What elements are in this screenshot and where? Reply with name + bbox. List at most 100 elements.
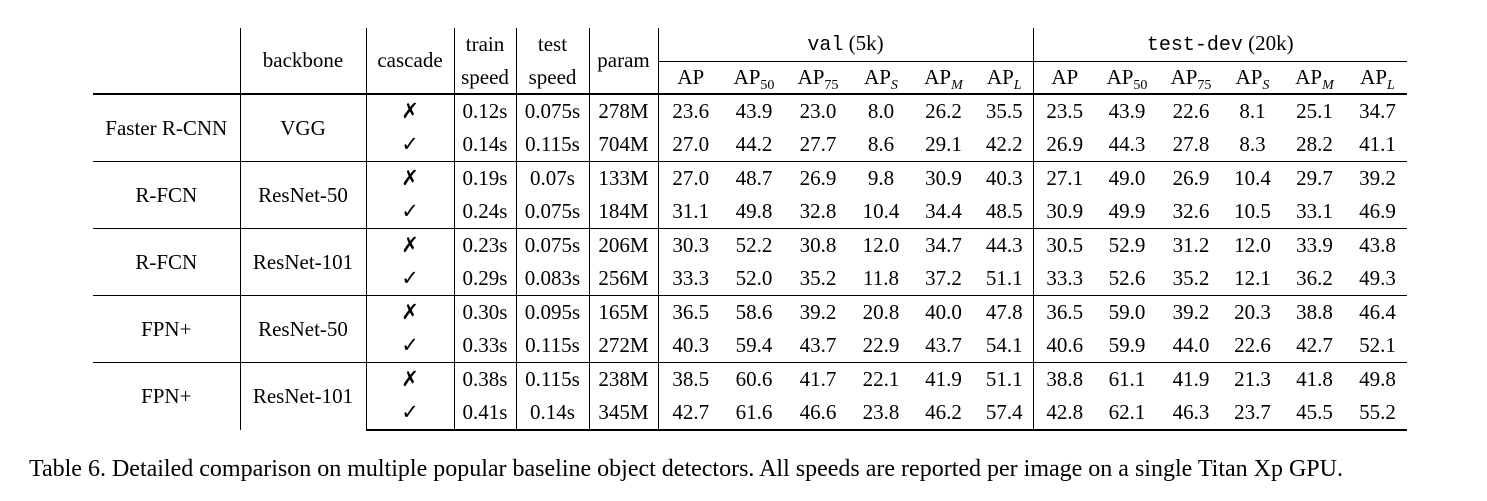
val-metric: 47.8 [976,295,1033,329]
train-speed: 0.41s [453,396,516,431]
testdev-header-ap-50: AP50 [1096,62,1158,95]
val-metric: 27.7 [799,132,837,156]
testdev-metric: 23.7 [1224,396,1281,431]
val-metric: 43.9 [723,93,785,128]
testdev-header-ap-75: AP75 [1158,62,1224,95]
val-metric: 31.1 [657,195,723,229]
ap-subscript: 75 [824,78,839,93]
val-metric: 29.1 [925,132,962,156]
testdev-metric: 28.2 [1296,132,1333,156]
val-metric: 22.1 [851,362,911,396]
testdev-metric: 61.1 [1096,362,1158,396]
val-header-ap-75: AP75 [785,62,851,95]
testdev-metric: 45.5 [1281,396,1348,431]
testdev-metric: 41.8 [1281,362,1348,396]
ap-text: AP [1235,65,1263,89]
test-speed: 0.115s [515,128,589,162]
testdev-metric: 23.5 [1032,93,1096,128]
testdev-metric: 31.2 [1158,228,1224,262]
testdev-metric: 49.9 [1108,199,1146,223]
ap-subscript: L [1387,78,1395,93]
val-metric: 37.2 [925,266,962,290]
param-count: 206M [588,228,658,262]
table-row: FPN+ ResNet-50 ✗ 0.30s 0.095s 165M 36.5 58.6 39.… [93,295,1407,363]
val-metric: 52.0 [735,266,773,290]
val-label: val [807,34,844,57]
testdev-metric: 30.9 [1032,195,1096,229]
val-metric: 40.0 [911,295,976,329]
ap-subscript: M [1322,78,1334,93]
header-testdev: test-dev (20k) [1032,28,1407,62]
testdev-metric: 44.0 [1172,333,1210,357]
testdev-metric: 21.3 [1224,362,1281,396]
testdev-header-ap: AP [1032,61,1096,94]
testdev-header-ap-l: APL [1348,62,1407,95]
val-metric: 48.7 [723,161,785,195]
val-metric: 42.2 [985,132,1023,156]
testdev-metric: 33.3 [1032,262,1096,296]
val-metric: 27.0 [657,161,723,195]
testdev-metric: 49.0 [1096,161,1158,195]
backbone-name: ResNet-101 [239,228,366,296]
ap-subscript: S [890,78,898,93]
backbone-name: ResNet-101 [239,362,366,430]
val-metric: 60.6 [723,362,785,396]
testdev-metric: 10.4 [1224,161,1281,195]
testdev-metric: 49.3 [1359,266,1396,290]
val-metric: 26.9 [785,161,851,195]
header-val: val (5k) [657,28,1033,62]
header-row-1: backbone cascade train test param val (5… [93,28,1407,94]
val-metric: 54.1 [985,333,1023,357]
detector-name: FPN+ [93,295,240,363]
train-speed: 0.30s [453,295,516,329]
testdev-metric: 22.6 [1158,93,1224,128]
testdev-metric: 59.9 [1108,333,1146,357]
testdev-metric: 46.3 [1158,396,1224,431]
val-header-ap-s: APS [851,62,911,95]
testdev-metric: 38.8 [1281,295,1348,329]
val-metric: 30.9 [911,161,976,195]
val-header-ap: AP [657,61,723,94]
val-metric: 34.4 [925,199,962,223]
testdev-metric: 39.2 [1158,295,1224,329]
train-speed: 0.14s [453,128,516,162]
testdev-metric: 33.1 [1296,199,1333,223]
header-backbone: backbone [239,28,366,94]
val-metric: 34.7 [911,228,976,262]
testdev-metric: 34.7 [1348,93,1407,128]
train-speed: 0.12s [453,93,516,128]
val-metric: 8.6 [867,132,895,156]
testdev-metric: 42.7 [1296,333,1333,357]
testdev-metric: 12.0 [1224,228,1281,262]
testdev-metric: 27.1 [1032,161,1096,195]
val-metric: 40.3 [976,161,1033,195]
testdev-metric: 25.1 [1281,93,1348,128]
val-metric: 26.2 [911,93,976,128]
testdev-metric: 42.8 [1032,396,1096,431]
testdev-metric: 35.2 [1172,266,1210,290]
table-row: ✓ 0.29s 0.083s 256M 33.3 52.0 35.2 11.8 37.2 51.1… [93,262,1407,296]
testdev-metric: 26.9 [1158,161,1224,195]
testdev-metric: 27.8 [1172,132,1210,156]
table-row: R-FCN ResNet-101 ✗ 0.23s 0.075s 206M 30.3 52.2 3… [93,228,1407,296]
ap-text: AP [677,65,705,89]
param-count: 238M [588,362,658,396]
val-metric: 20.8 [851,295,911,329]
detector-name: FPN+ [93,362,240,430]
testdev-metric: 32.6 [1172,199,1210,223]
testdev-label: test-dev [1146,34,1243,57]
testdev-metric: 43.8 [1348,228,1407,262]
testdev-metric: 29.7 [1281,161,1348,195]
cascade-check-icon: ✓ [365,262,454,296]
testdev-metric: 52.1 [1359,333,1396,357]
param-count: 184M [588,195,658,229]
backbone-name: ResNet-50 [239,161,366,229]
cascade-cross-icon: ✗ [365,93,454,128]
testdev-metric: 59.0 [1096,295,1158,329]
train-speed: 0.23s [453,228,516,262]
detector-name: R-FCN [93,161,240,229]
backbone-name: VGG [239,93,366,162]
test-speed: 0.075s [515,93,589,128]
ap-subscript: 50 [1133,78,1148,93]
val-metric: 9.8 [851,161,911,195]
